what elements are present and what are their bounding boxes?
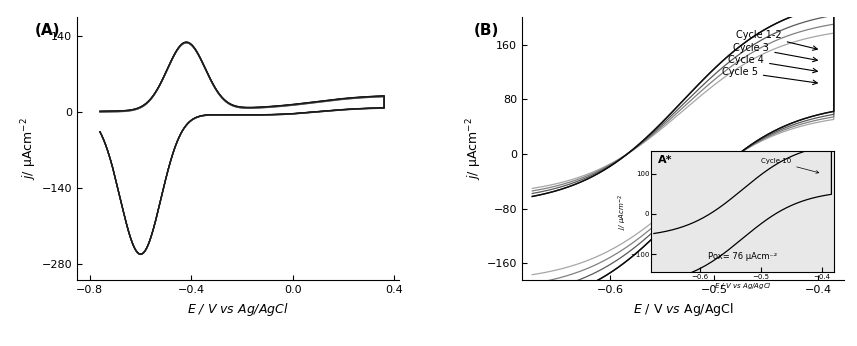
Text: Cycle 1-2: Cycle 1-2 xyxy=(736,30,818,50)
X-axis label: $E$ / V $vs$ Ag/AgCl: $E$ / V $vs$ Ag/AgCl xyxy=(188,301,289,318)
Text: (B): (B) xyxy=(474,22,499,38)
Text: Cycle 4: Cycle 4 xyxy=(728,55,818,73)
Text: (A): (A) xyxy=(35,22,61,38)
X-axis label: $E$ / V $vs$ Ag/AgCl: $E$ / V $vs$ Ag/AgCl xyxy=(632,301,734,318)
Text: Cycle 5: Cycle 5 xyxy=(722,67,818,84)
Text: Cycle 3: Cycle 3 xyxy=(734,43,818,62)
Y-axis label: $j$/ μAcm$^{-2}$: $j$/ μAcm$^{-2}$ xyxy=(19,117,39,180)
Y-axis label: $j$/ μAcm$^{-2}$: $j$/ μAcm$^{-2}$ xyxy=(464,117,484,180)
